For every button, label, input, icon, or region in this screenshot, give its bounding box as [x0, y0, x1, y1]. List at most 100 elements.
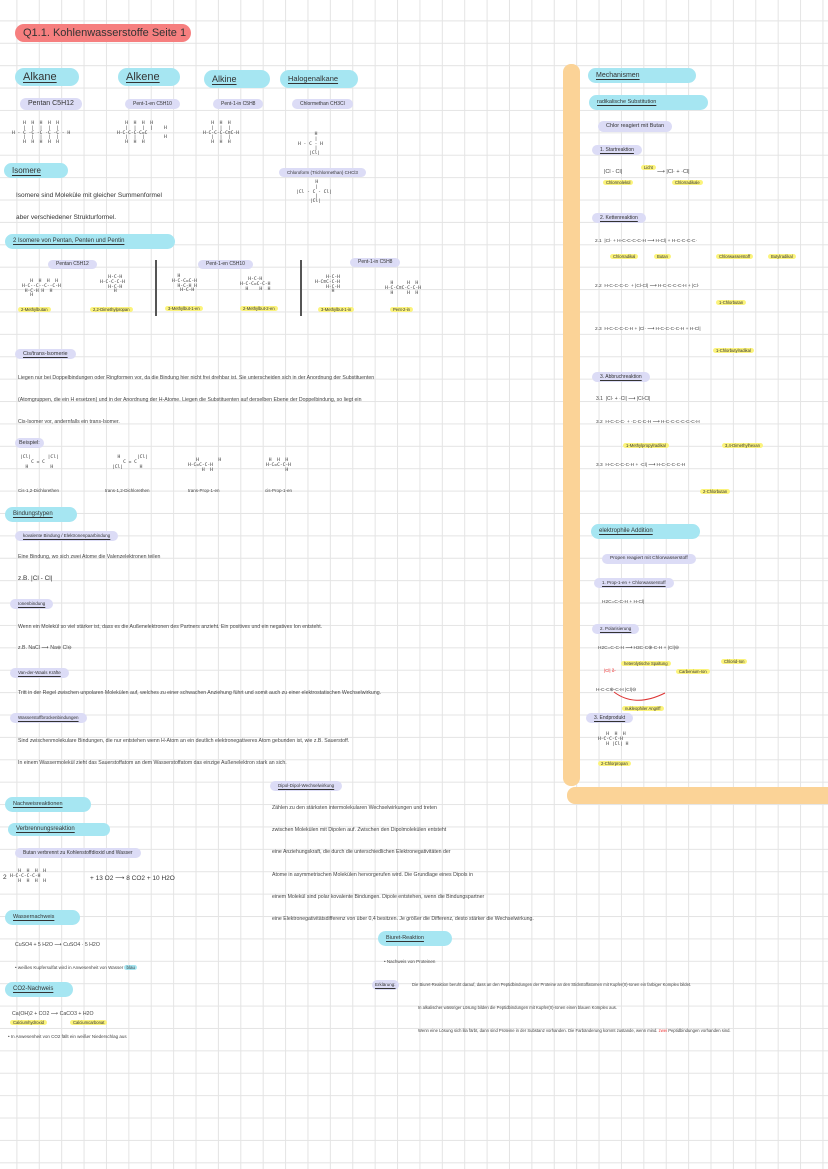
co2-label: Calciumcarbonat: [70, 1020, 108, 1025]
heading-vdw: Van-der-Waals Kräfte: [10, 668, 69, 678]
cis-trans-label: Cis-1,2-Dichlorethen: [18, 488, 60, 493]
pentan-structure: H H H H H | | | | | H - C -C -C -C -C - …: [12, 121, 71, 146]
ionen-text: Wenn ein Molekül so viel stärker ist, da…: [18, 624, 323, 630]
example-pentene: Pent-1-en C5H10: [125, 99, 180, 109]
heading-ionenbindung: Ionenbindung: [10, 599, 54, 609]
kette-label: 1-Chlorbutylradikal: [713, 348, 754, 353]
cis-trans-structure: |Cl| |Cl| C = C H H: [20, 455, 59, 470]
start-equation: |Cl - Cl|: [604, 169, 623, 175]
abbruch-label: 1-Methylpropylradikal: [623, 443, 669, 448]
pentyne-structure: H H H | | | H-C-C-C-C≡C-H | | | H H H: [203, 121, 239, 146]
dipol-line: zwischen Molekülen mit Dipolen auf. Zwis…: [272, 827, 447, 833]
attack-label: nukleophiler Angriff: [622, 706, 664, 711]
start-products: ⟶ |Cl· + ·Cl|: [657, 169, 690, 175]
isomer-label: 2-Methylbutan: [18, 307, 51, 312]
example-label: Beispiel:: [15, 438, 44, 448]
co2-label: Calciumhydroxid: [10, 1020, 47, 1025]
page-title-text: Q1.1. Kohlenwasserstoffe Seite 1: [23, 27, 187, 39]
endprodukt-label: 2-Chlorpropan: [598, 761, 631, 766]
abbruch-label: 3,4-Dimethylhexan: [722, 443, 763, 448]
wasser-note: • weißes Kupfersulfat wird in Anwesenhei…: [15, 965, 137, 970]
isomer-label: 3-Methylbut-1-en: [165, 306, 203, 311]
isomer-structure: H-C-H H-C≡C-C-H H-C-H H: [315, 275, 340, 295]
isomer-structure: H H H H H-C--C--C--C-H H-C-H H H H: [22, 279, 61, 299]
heading-kovalent: kovalente Bindung / Elektronenpaarbindun…: [15, 531, 119, 541]
kovalent-text: Eine Bindung, wo sich zwei Atome die Val…: [18, 554, 161, 560]
butan-structure: H H H H H-C-C-C-C-H H H H H: [10, 869, 46, 884]
vdw-text: Tritt in der Regel zwischen unpolaren Mo…: [18, 690, 382, 696]
isomere-line-1: Isomere sind Moleküle mit gleicher Summe…: [16, 192, 162, 199]
step1-equation: H2C=C-C-H + H-Cl|: [602, 600, 645, 605]
elektrophil-sub: Propen reagiert mit Chlorwasserstoff: [602, 554, 696, 564]
wasser-equation: CuSO4 + 5 H2O ⟶ CuSO4 · 5 H2O: [15, 942, 100, 948]
isomer-structure: H H-C-C=C-H H-C-H H H-C-H: [172, 274, 197, 294]
start-label: Chlormolekül: [603, 180, 634, 185]
example-chlormethan: Chlormethan CH3Cl: [292, 99, 353, 109]
co2-note: • In Anwesenheit von CO2 fällt ein weiße…: [8, 1034, 127, 1039]
chloroform-label: Chloroform (Trichlormethan) CHCl3: [279, 168, 366, 177]
dipol-line: eine Anziehungskraft, die durch die unte…: [272, 849, 451, 855]
cis-trans-line: (Atomgruppen, die ein H ersetzen) und in…: [18, 397, 362, 403]
endprodukt-structure: H H H H-C-C-C-H H |Cl| H: [598, 732, 629, 747]
isomer-divider: [155, 260, 157, 316]
step-number: 2.3: [595, 327, 602, 332]
attack-equation: H-C-C⊕-C-H |Cl|⊖: [596, 688, 637, 693]
cis-trans-structure: H |Cl| C = C |Cl| H: [112, 455, 148, 470]
step-number: 3.2: [596, 420, 603, 425]
isomere-line-2: aber verschiedener Strukturformel.: [16, 214, 117, 221]
kette-label: Butan: [654, 254, 671, 259]
step-equation: |Cl· + ·Cl| ⟶ |Cl-Cl|: [605, 396, 651, 402]
kette-label: Chlorradikal: [610, 254, 639, 259]
isomer-label: 2,2-Dimethylpropan: [90, 307, 133, 312]
step-equation: H-C-C-C· + ·C-C-C-H ⟶ H-C-C-C-C-C-C-H: [605, 420, 700, 425]
heading-polarisierung: 2. Polarisierung: [592, 624, 640, 634]
page-title: Q1.1. Kohlenwasserstoffe Seite 1: [15, 24, 191, 42]
cis-trans-structure: H H H H-C=C-C-H H: [266, 458, 291, 473]
heading-dipol: Dipol-Dipol-Wechselwirkung: [270, 781, 343, 791]
isomer-structure: H-C-H H-C-C=C-C-H H H H: [240, 277, 271, 292]
abbruch-label: 2-Chlorbutan: [700, 489, 731, 494]
kette-label: Butylradikal: [768, 254, 796, 259]
polarisierung-label: Chlorid-Ion: [721, 659, 748, 664]
partial-charge: |Cl| δ-: [604, 668, 616, 673]
heading-kettenreaktion: 2. Kettenreaktion: [592, 213, 646, 223]
heading-wasserstoffbruecken: Wasserstoffbrückenbindungen: [10, 713, 87, 723]
erklaerung-label: Erklärung:: [372, 980, 399, 990]
red-word: zwei: [658, 1028, 668, 1033]
start-label: Chlorradikale: [672, 180, 703, 185]
co2-equation: Ca(OH)2 + CO2 ⟶ CaCO3 + H2O: [12, 1011, 94, 1017]
heading-cis-trans: Cis/trans-Isomerie: [15, 349, 76, 359]
biuret-line: Wenn eine Lösung sich lila färbt, dann s…: [418, 1028, 731, 1033]
abbruch-step: 3.1 |Cl· + ·Cl| ⟶ |Cl-Cl|: [596, 396, 650, 402]
kette-step: 2.1 |Cl· + H-C-C-C-C-H ⟶ H-Cl| + H-C-C-C…: [595, 239, 697, 244]
heading-abbruchreaktion: 3. Abbruchreaktion: [592, 372, 650, 382]
step2-equation: H2C=C-C-H ⟶ H3C-C⊕-C-H + |Cl|⊖: [598, 646, 679, 651]
step-number: 3.3: [596, 463, 603, 468]
heading-nachweis: Nachweisreaktionen: [5, 797, 91, 812]
polarisierung-label: heterolytische Spaltung: [621, 661, 671, 666]
ionen-example: z.B. NaCl ⟶ Na⊕ Cl⊖: [18, 645, 72, 651]
heading-alkene: Alkene: [118, 68, 180, 86]
attack-arrow-icon: [613, 691, 666, 701]
heading-isomers-section: 2 Isomere von Pentan, Penten und Pentin: [5, 234, 175, 249]
dipol-line: eine Elektronegativitätsdifferenz von üb…: [272, 916, 534, 922]
kette-step: 2.2 H-C-C-C-C· + |Cl-Cl| ⟶ H-C-C-C-C-H +…: [595, 284, 699, 289]
cis-trans-label: cis-Prop-1-en: [265, 488, 293, 493]
heading-co2: CO2-Nachweis: [5, 982, 73, 997]
biuret-line-end: Peptidbindungen vorhanden sind.: [668, 1028, 731, 1033]
heading-verbrennung: Verbrennungsreaktion: [8, 823, 110, 836]
isomer-label: Pent-2-in: [390, 307, 413, 312]
heading-alkine: Alkine: [204, 70, 270, 88]
vertical-divider: [563, 64, 580, 786]
biuret-sub: • Nachweis von Proteinen: [384, 959, 436, 964]
kette-label: 1-Chlorbutan: [716, 300, 747, 305]
step-equation: H-C-C-C-C-H + |Cl· ⟶ H-C-C-C-C-H + H-Cl|: [604, 327, 701, 332]
dipol-line: einem Molekül sind polar kovalente Bindu…: [272, 894, 485, 900]
kette-label: Chlorwasserstoff: [716, 254, 754, 259]
abbruch-step: 3.3 H-C-C-C-C-H + ·Cl| ⟶ H-C-C-C-C-H: [596, 463, 685, 468]
dipol-line: Atome in asymmetrischen Molekülen hervor…: [272, 872, 473, 878]
heading-elektrophile-addition: elektrophile Addition: [591, 524, 700, 539]
blau-highlight: blau: [124, 965, 137, 970]
isomer-label: 2-Methylbut-2-en: [240, 306, 278, 311]
step-equation: H-C-C-C-C· + |Cl-Cl| ⟶ H-C-C-C-C-H + |Cl…: [604, 284, 700, 289]
